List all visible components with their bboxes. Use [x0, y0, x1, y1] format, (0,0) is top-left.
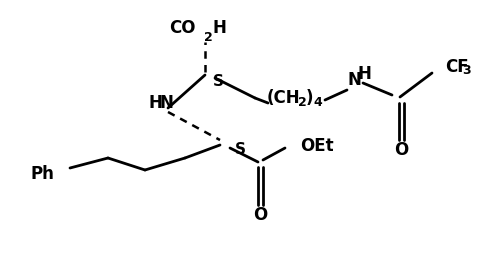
Text: 4: 4	[314, 96, 323, 108]
Text: 3: 3	[462, 65, 471, 78]
Text: CF: CF	[445, 58, 469, 76]
Text: S: S	[213, 75, 224, 89]
Text: N: N	[159, 94, 173, 112]
Text: O: O	[253, 206, 267, 224]
Text: N: N	[347, 71, 361, 89]
Text: 2: 2	[298, 96, 306, 108]
Text: (CH: (CH	[266, 89, 300, 107]
Text: H: H	[213, 19, 227, 37]
Text: S: S	[235, 142, 246, 158]
Text: ): )	[305, 89, 313, 107]
Text: O: O	[394, 141, 408, 159]
Text: H: H	[148, 94, 162, 112]
Text: CO: CO	[169, 19, 196, 37]
Text: 2: 2	[204, 31, 213, 44]
Text: Ph: Ph	[30, 165, 54, 183]
Text: H: H	[357, 65, 371, 83]
Text: OEt: OEt	[300, 137, 333, 155]
